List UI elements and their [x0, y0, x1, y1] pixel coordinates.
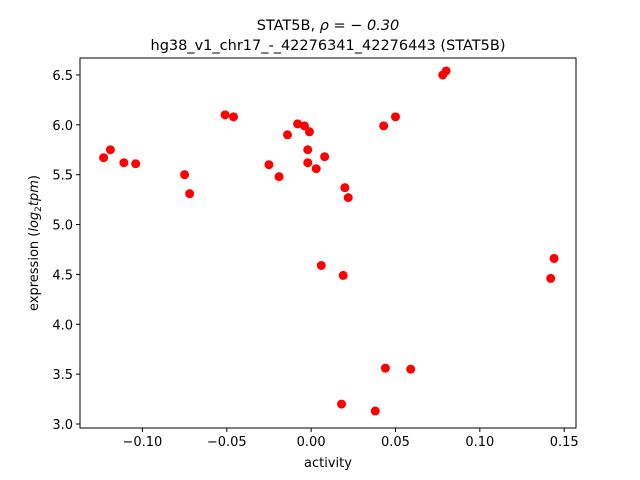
x-tick-label: 0.10 — [465, 435, 494, 450]
data-point — [441, 66, 451, 76]
data-point — [379, 121, 389, 131]
x-tick-label: 0.05 — [381, 435, 410, 450]
y-axis-label-log: log — [27, 212, 42, 232]
x-tick-label: −0.10 — [122, 435, 162, 450]
y-axis-label-sub: 2 — [34, 206, 44, 212]
data-point — [274, 172, 284, 182]
data-point — [99, 153, 109, 163]
data-point — [316, 260, 326, 270]
data-point — [336, 399, 346, 409]
data-point — [304, 127, 314, 137]
x-tick-label: −0.05 — [207, 435, 247, 450]
data-point — [131, 159, 141, 169]
data-point — [343, 193, 353, 203]
data-point — [320, 152, 330, 162]
y-axis-label: expression (log2tpm) — [27, 175, 44, 311]
y-tick-label: 5.5 — [52, 169, 73, 184]
y-axis-label-tpm: tpm — [27, 180, 42, 206]
chart-title-math: ρ = − 0.30 — [320, 18, 400, 34]
x-axis-label: activity — [304, 456, 352, 471]
data-point — [185, 189, 195, 199]
data-point — [220, 110, 230, 120]
data-point — [303, 158, 313, 168]
plot-area: −0.10 −0.05 0.00 0.05 0.10 0.15 3.0 3.5 4.0 4.5 5.… — [52, 57, 579, 450]
y-tick-label: 6.5 — [52, 69, 73, 84]
data-point — [340, 183, 350, 193]
y-tick-label: 4.5 — [52, 268, 73, 283]
data-point — [303, 145, 313, 155]
y-axis-label-prefix: expression ( — [27, 232, 42, 311]
data-point — [119, 158, 129, 168]
y-tick-label: 3.5 — [52, 368, 73, 383]
data-point — [283, 130, 293, 140]
data-point — [264, 160, 274, 170]
data-point — [549, 253, 559, 263]
chart-title-line2: hg38_v1_chr17_-_42276341_42276443 (STAT5… — [151, 38, 506, 54]
data-point — [299, 121, 309, 131]
data-point — [406, 364, 416, 374]
data-point — [311, 164, 321, 174]
data-point — [370, 406, 380, 416]
y-tick-label: 3.0 — [52, 418, 73, 433]
y-tick-label: 4.0 — [52, 318, 73, 333]
data-point — [180, 170, 190, 180]
data-point — [380, 363, 390, 373]
x-tick-label: 0.00 — [297, 435, 326, 450]
data-point — [293, 119, 303, 129]
data-point — [338, 270, 348, 280]
chart-title-prefix: STAT5B, — [257, 18, 320, 34]
y-tick-label: 5.0 — [52, 219, 73, 234]
data-point — [229, 112, 239, 122]
axes-frame — [79, 57, 577, 429]
data-point — [105, 145, 115, 155]
chart-title-line1: STAT5B, ρ = − 0.30 — [257, 18, 400, 34]
y-tick-label: 6.0 — [52, 119, 73, 134]
data-point — [546, 273, 556, 283]
x-tick-label: 0.15 — [550, 435, 579, 450]
data-point — [390, 112, 400, 122]
y-axis-label-suffix: ) — [27, 175, 42, 180]
